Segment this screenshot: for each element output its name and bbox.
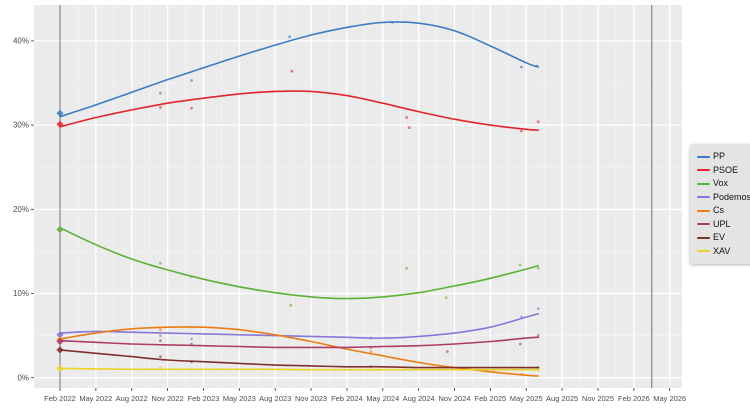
legend-item-XAV: XAV: [697, 245, 750, 258]
x-tick-label: Feb 2026: [618, 394, 650, 403]
legend-item-Cs: Cs: [697, 204, 750, 217]
poll-point-PSOE: [536, 120, 540, 124]
x-tick-label: Nov 2022: [152, 394, 184, 403]
legend-label-UPL: UPL: [713, 218, 731, 229]
legend-item-UPL: UPL: [697, 218, 750, 231]
election-result-marker-Podemos: [56, 331, 64, 339]
poll-point-PSOE: [290, 69, 294, 73]
legend-item-Podemos: Podemos: [697, 191, 750, 204]
x-tick-label: May 2022: [79, 394, 112, 403]
legend: PP PSOE Vox Podemos Cs UPL EV XAV: [690, 144, 750, 264]
legend-item-PP: PP: [697, 150, 750, 163]
trend-line-Cs: [59, 326, 539, 377]
election-result-marker-EV: [56, 346, 64, 354]
y-tick-label: 20%: [13, 205, 29, 214]
trend-line-XAV: [59, 367, 539, 371]
y-tick-label: 40%: [13, 37, 29, 46]
poll-point-PSOE: [190, 106, 193, 110]
legend-label-PSOE: PSOE: [713, 164, 739, 175]
legend-item-Vox: Vox: [697, 177, 750, 190]
legend-line-swatch-UPL: [697, 223, 710, 226]
x-tick-label: Nov 2024: [438, 394, 470, 403]
trend-line-Podemos: [59, 312, 539, 339]
x-tick-label: Nov 2023: [295, 394, 327, 403]
poll-point-PP: [288, 35, 291, 39]
poll-point-Vox: [536, 266, 540, 270]
poll-point-PP: [190, 79, 193, 82]
poll-point-UPL: [518, 342, 522, 346]
x-tick-label: Aug 2022: [116, 394, 148, 403]
plot-background: [34, 5, 682, 388]
x-tick-label: May 2025: [510, 394, 543, 403]
poll-point-UPL: [536, 334, 540, 337]
poll-point-PP: [520, 65, 523, 69]
x-tick-label: Aug 2023: [259, 394, 291, 403]
legend-line-swatch-Podemos: [697, 196, 710, 199]
trend-line-PSOE: [59, 90, 539, 131]
x-tick-label: Aug 2025: [546, 394, 578, 403]
x-tick-label: Aug 2024: [403, 394, 435, 403]
legend-line-swatch-XAV: [697, 250, 710, 253]
poll-point-Podemos: [159, 334, 162, 337]
x-tick-label: May 2026: [653, 394, 686, 403]
legend-label-Vox: Vox: [713, 178, 729, 189]
poll-point-PSOE: [405, 116, 409, 119]
poll-point-Vox: [289, 303, 293, 307]
poll-point-PP: [159, 91, 162, 95]
election-result-marker-XAV: [56, 364, 64, 373]
x-tick-label: Feb 2023: [188, 394, 220, 403]
y-tick-label: 0%: [17, 373, 29, 382]
poll-point-Vox: [444, 296, 448, 300]
poll-point-UPL: [445, 350, 449, 353]
legend-label-Podemos: Podemos: [713, 191, 750, 202]
poll-point-Cs: [369, 350, 373, 353]
legend-item-EV: EV: [697, 231, 750, 244]
election-result-marker-PP: [56, 109, 64, 117]
legend-label-Cs: Cs: [713, 205, 724, 216]
trend-line-UPL: [59, 336, 539, 349]
y-tick-label: 10%: [13, 289, 29, 298]
legend-label-XAV: XAV: [713, 245, 731, 256]
x-tick-label: Feb 2022: [44, 394, 76, 403]
x-tick-label: Nov 2025: [582, 394, 614, 403]
poll-point-Podemos: [536, 307, 540, 311]
poll-point-EV: [159, 355, 162, 359]
election-result-marker-PSOE: [56, 120, 64, 128]
x-tick-label: May 2024: [366, 394, 399, 403]
poll-point-Podemos: [190, 337, 193, 341]
poll-point-XAV: [159, 366, 162, 369]
legend-label-EV: EV: [713, 232, 726, 243]
legend-item-PSOE: PSOE: [697, 164, 750, 177]
y-tick-label: 30%: [13, 121, 29, 130]
poll-point-PSOE: [407, 126, 411, 130]
poll-point-Vox: [405, 266, 409, 270]
trend-line-PP: [59, 21, 539, 118]
poll-point-Vox: [159, 261, 162, 265]
trend-line-Vox: [59, 227, 539, 300]
poll-point-UPL: [159, 339, 162, 343]
legend-line-swatch-EV: [697, 236, 710, 239]
poll-point-PSOE: [520, 129, 523, 133]
x-tick-label: Feb 2025: [475, 394, 507, 403]
poll-point-PSOE: [159, 106, 162, 109]
election-result-marker-UPL: [56, 337, 64, 346]
legend-line-swatch-Cs: [697, 209, 710, 212]
legend-label-PP: PP: [713, 151, 726, 161]
x-tick-label: May 2023: [223, 394, 256, 403]
x-tick-label: Feb 2024: [331, 394, 363, 403]
legend-line-swatch-PSOE: [697, 169, 710, 172]
election-result-marker-Vox: [56, 225, 64, 234]
poll-point-Vox: [518, 263, 522, 267]
legend-line-swatch-PP: [697, 155, 710, 158]
poll-point-Cs: [159, 328, 162, 332]
trend-line-EV: [59, 349, 539, 369]
legend-line-swatch-Vox: [697, 182, 710, 185]
